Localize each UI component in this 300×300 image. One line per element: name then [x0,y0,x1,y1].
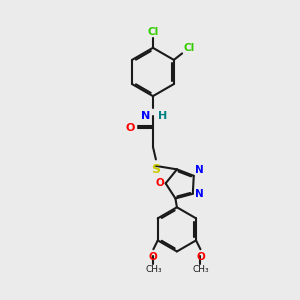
Text: CH₃: CH₃ [192,265,209,274]
Text: N: N [141,111,151,121]
Text: N: N [195,165,204,175]
Text: N: N [195,189,204,199]
Text: O: O [196,252,205,262]
Text: H: H [158,111,167,121]
Text: S: S [152,163,160,176]
Text: Cl: Cl [147,27,159,37]
Text: O: O [125,123,135,133]
Text: Cl: Cl [183,43,194,53]
Text: O: O [156,178,164,188]
Text: O: O [149,252,158,262]
Text: CH₃: CH₃ [145,265,162,274]
